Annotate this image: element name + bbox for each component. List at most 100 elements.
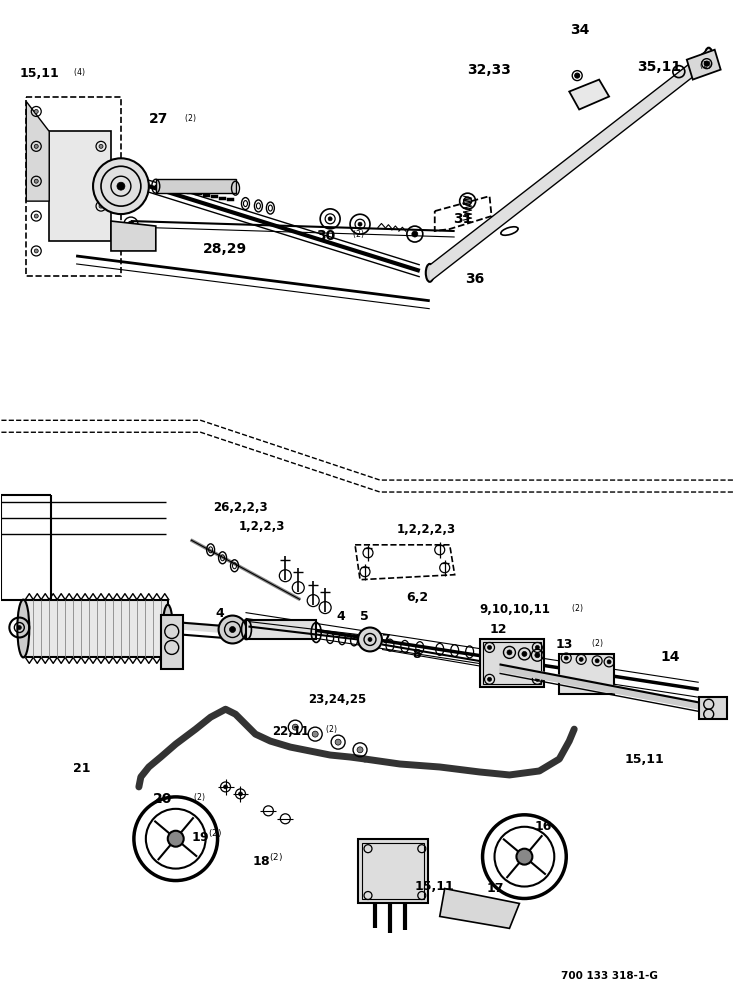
Circle shape bbox=[595, 659, 599, 663]
Circle shape bbox=[99, 144, 103, 148]
Circle shape bbox=[607, 660, 611, 664]
Text: 32,33: 32,33 bbox=[467, 63, 512, 77]
Text: 15,11: 15,11 bbox=[19, 67, 59, 80]
Circle shape bbox=[487, 677, 492, 681]
Circle shape bbox=[358, 222, 362, 226]
Circle shape bbox=[412, 231, 418, 237]
Text: 12: 12 bbox=[489, 623, 507, 636]
Circle shape bbox=[99, 174, 103, 178]
Ellipse shape bbox=[18, 600, 29, 657]
Text: 14: 14 bbox=[661, 650, 680, 664]
Circle shape bbox=[35, 109, 38, 113]
Ellipse shape bbox=[705, 48, 712, 66]
Text: 8: 8 bbox=[412, 648, 420, 661]
Text: 13: 13 bbox=[555, 638, 573, 651]
Text: 15,11: 15,11 bbox=[625, 753, 665, 766]
Polygon shape bbox=[49, 131, 111, 241]
Text: 16: 16 bbox=[534, 820, 552, 833]
Circle shape bbox=[93, 158, 149, 214]
Polygon shape bbox=[26, 102, 49, 201]
Bar bbox=[24, 600, 168, 657]
Text: 7: 7 bbox=[381, 633, 389, 646]
Text: $^{(2)}$: $^{(2)}$ bbox=[325, 726, 338, 736]
Text: 1,2,2,2,3: 1,2,2,2,3 bbox=[397, 523, 456, 536]
Circle shape bbox=[35, 179, 38, 183]
Text: 18$^{(2)}$: 18$^{(2)}$ bbox=[252, 853, 283, 869]
Bar bbox=[480, 639, 545, 687]
Circle shape bbox=[517, 849, 532, 865]
Circle shape bbox=[128, 221, 134, 227]
Text: 27: 27 bbox=[149, 112, 169, 126]
Circle shape bbox=[35, 144, 38, 148]
Bar bbox=[160, 615, 183, 669]
Text: 35,11: 35,11 bbox=[637, 60, 681, 74]
Text: 700 133 318-1-G: 700 133 318-1-G bbox=[562, 971, 658, 981]
Text: 4: 4 bbox=[336, 610, 345, 623]
Circle shape bbox=[535, 653, 539, 658]
Circle shape bbox=[117, 182, 125, 190]
Polygon shape bbox=[111, 221, 156, 251]
Circle shape bbox=[230, 627, 236, 632]
Polygon shape bbox=[430, 50, 709, 281]
Circle shape bbox=[487, 645, 492, 649]
Text: 19$^{(2)}$: 19$^{(2)}$ bbox=[191, 829, 222, 845]
Ellipse shape bbox=[426, 264, 434, 282]
Circle shape bbox=[292, 724, 298, 730]
Text: 22,11: 22,11 bbox=[272, 725, 309, 738]
Circle shape bbox=[704, 61, 710, 66]
Circle shape bbox=[575, 73, 580, 78]
Bar bbox=[698, 697, 726, 719]
Circle shape bbox=[535, 677, 539, 681]
Circle shape bbox=[238, 792, 242, 796]
Circle shape bbox=[335, 739, 341, 745]
Text: $^{(4)}$: $^{(4)}$ bbox=[73, 69, 85, 79]
Circle shape bbox=[535, 645, 539, 649]
Circle shape bbox=[328, 217, 332, 221]
Text: $^{(2)}$: $^{(2)}$ bbox=[352, 231, 364, 241]
Text: 34: 34 bbox=[570, 23, 590, 37]
Circle shape bbox=[565, 656, 568, 660]
Text: $^{(2)}$: $^{(2)}$ bbox=[571, 604, 584, 615]
Polygon shape bbox=[687, 50, 721, 80]
Text: 15,11: 15,11 bbox=[415, 880, 455, 893]
Text: 36: 36 bbox=[464, 272, 484, 286]
Text: 5: 5 bbox=[360, 610, 369, 623]
Text: 1,2,2,3: 1,2,2,3 bbox=[238, 520, 285, 533]
Circle shape bbox=[507, 650, 512, 655]
Text: 26,2,2,3: 26,2,2,3 bbox=[213, 501, 268, 514]
Text: 31: 31 bbox=[453, 212, 472, 226]
Text: 9,10,10,11: 9,10,10,11 bbox=[480, 603, 551, 616]
Polygon shape bbox=[439, 889, 520, 928]
Text: 17: 17 bbox=[486, 882, 504, 895]
Circle shape bbox=[99, 204, 103, 208]
Circle shape bbox=[224, 785, 227, 789]
Circle shape bbox=[35, 214, 38, 218]
Text: 30: 30 bbox=[316, 229, 336, 243]
Circle shape bbox=[168, 831, 184, 847]
Text: $^{(2)}$: $^{(2)}$ bbox=[184, 114, 197, 125]
Circle shape bbox=[579, 657, 583, 661]
Circle shape bbox=[35, 249, 38, 253]
Circle shape bbox=[357, 747, 363, 753]
Text: $^{(2)}$: $^{(2)}$ bbox=[193, 794, 205, 804]
Text: $^{(2)}$: $^{(2)}$ bbox=[698, 62, 711, 72]
Circle shape bbox=[522, 651, 527, 656]
Circle shape bbox=[358, 628, 382, 651]
Text: 4: 4 bbox=[216, 607, 224, 620]
Circle shape bbox=[18, 626, 21, 630]
Ellipse shape bbox=[163, 605, 173, 652]
Polygon shape bbox=[569, 80, 609, 109]
Text: 21: 21 bbox=[73, 762, 91, 775]
Bar bbox=[247, 620, 316, 639]
Circle shape bbox=[312, 731, 318, 737]
Text: 20: 20 bbox=[153, 792, 172, 806]
Text: $^{(2)}$: $^{(2)}$ bbox=[591, 639, 604, 650]
Circle shape bbox=[464, 197, 472, 205]
Bar bbox=[358, 839, 428, 903]
Circle shape bbox=[368, 637, 372, 641]
Bar bbox=[559, 654, 614, 694]
Bar bbox=[483, 642, 542, 684]
Text: 28,29: 28,29 bbox=[202, 242, 247, 256]
Circle shape bbox=[219, 616, 247, 643]
Text: 23,24,25: 23,24,25 bbox=[308, 693, 367, 706]
